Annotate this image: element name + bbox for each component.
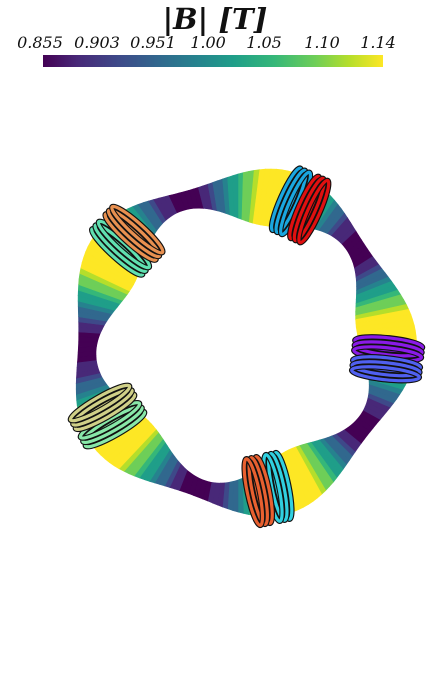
coil-group — [241, 449, 295, 529]
surface-segment — [232, 173, 239, 219]
coil-loop — [274, 168, 308, 235]
coil-group — [348, 334, 426, 384]
colorbar-tick-label: 1.10 — [304, 33, 340, 52]
coil-loop — [297, 178, 331, 245]
coil-group — [88, 203, 166, 278]
coil-loop — [350, 365, 421, 383]
coil-set — [67, 165, 426, 529]
surface-segment — [237, 477, 244, 514]
colorbar-tick-label: 0.855 — [17, 33, 63, 52]
coil-group — [268, 165, 332, 246]
colorbar-tick-label: 1.05 — [246, 33, 282, 52]
colorbar — [43, 55, 383, 67]
coil-loop — [81, 405, 144, 445]
surface-segment — [77, 346, 97, 353]
surface-segment — [78, 341, 98, 348]
colorbar-ticks: 0.855 0.903 0.951 1.00 1.05 1.10 1.14 — [0, 33, 430, 53]
colorbar-tick-label: 1.14 — [360, 33, 396, 52]
coil-loop — [110, 204, 165, 255]
coil-loop — [292, 176, 326, 243]
colorbar-tick-label: 0.951 — [130, 33, 176, 52]
coil-group — [67, 382, 148, 450]
coil-loop — [247, 456, 269, 526]
coil-loop — [68, 383, 132, 423]
coil-loop — [106, 208, 162, 259]
stellarator-render — [67, 165, 426, 529]
coil-loop — [71, 388, 134, 427]
colorbar-tick-label: 1.00 — [190, 33, 226, 52]
coil-loop — [267, 452, 289, 522]
colorbar-title: |B| [T] — [162, 2, 268, 36]
colorbar-tick-label: 0.903 — [74, 33, 120, 52]
coil-loop — [352, 340, 424, 358]
coil-loop — [93, 223, 148, 274]
coil-loop — [350, 360, 422, 378]
coil-loop — [242, 457, 265, 527]
